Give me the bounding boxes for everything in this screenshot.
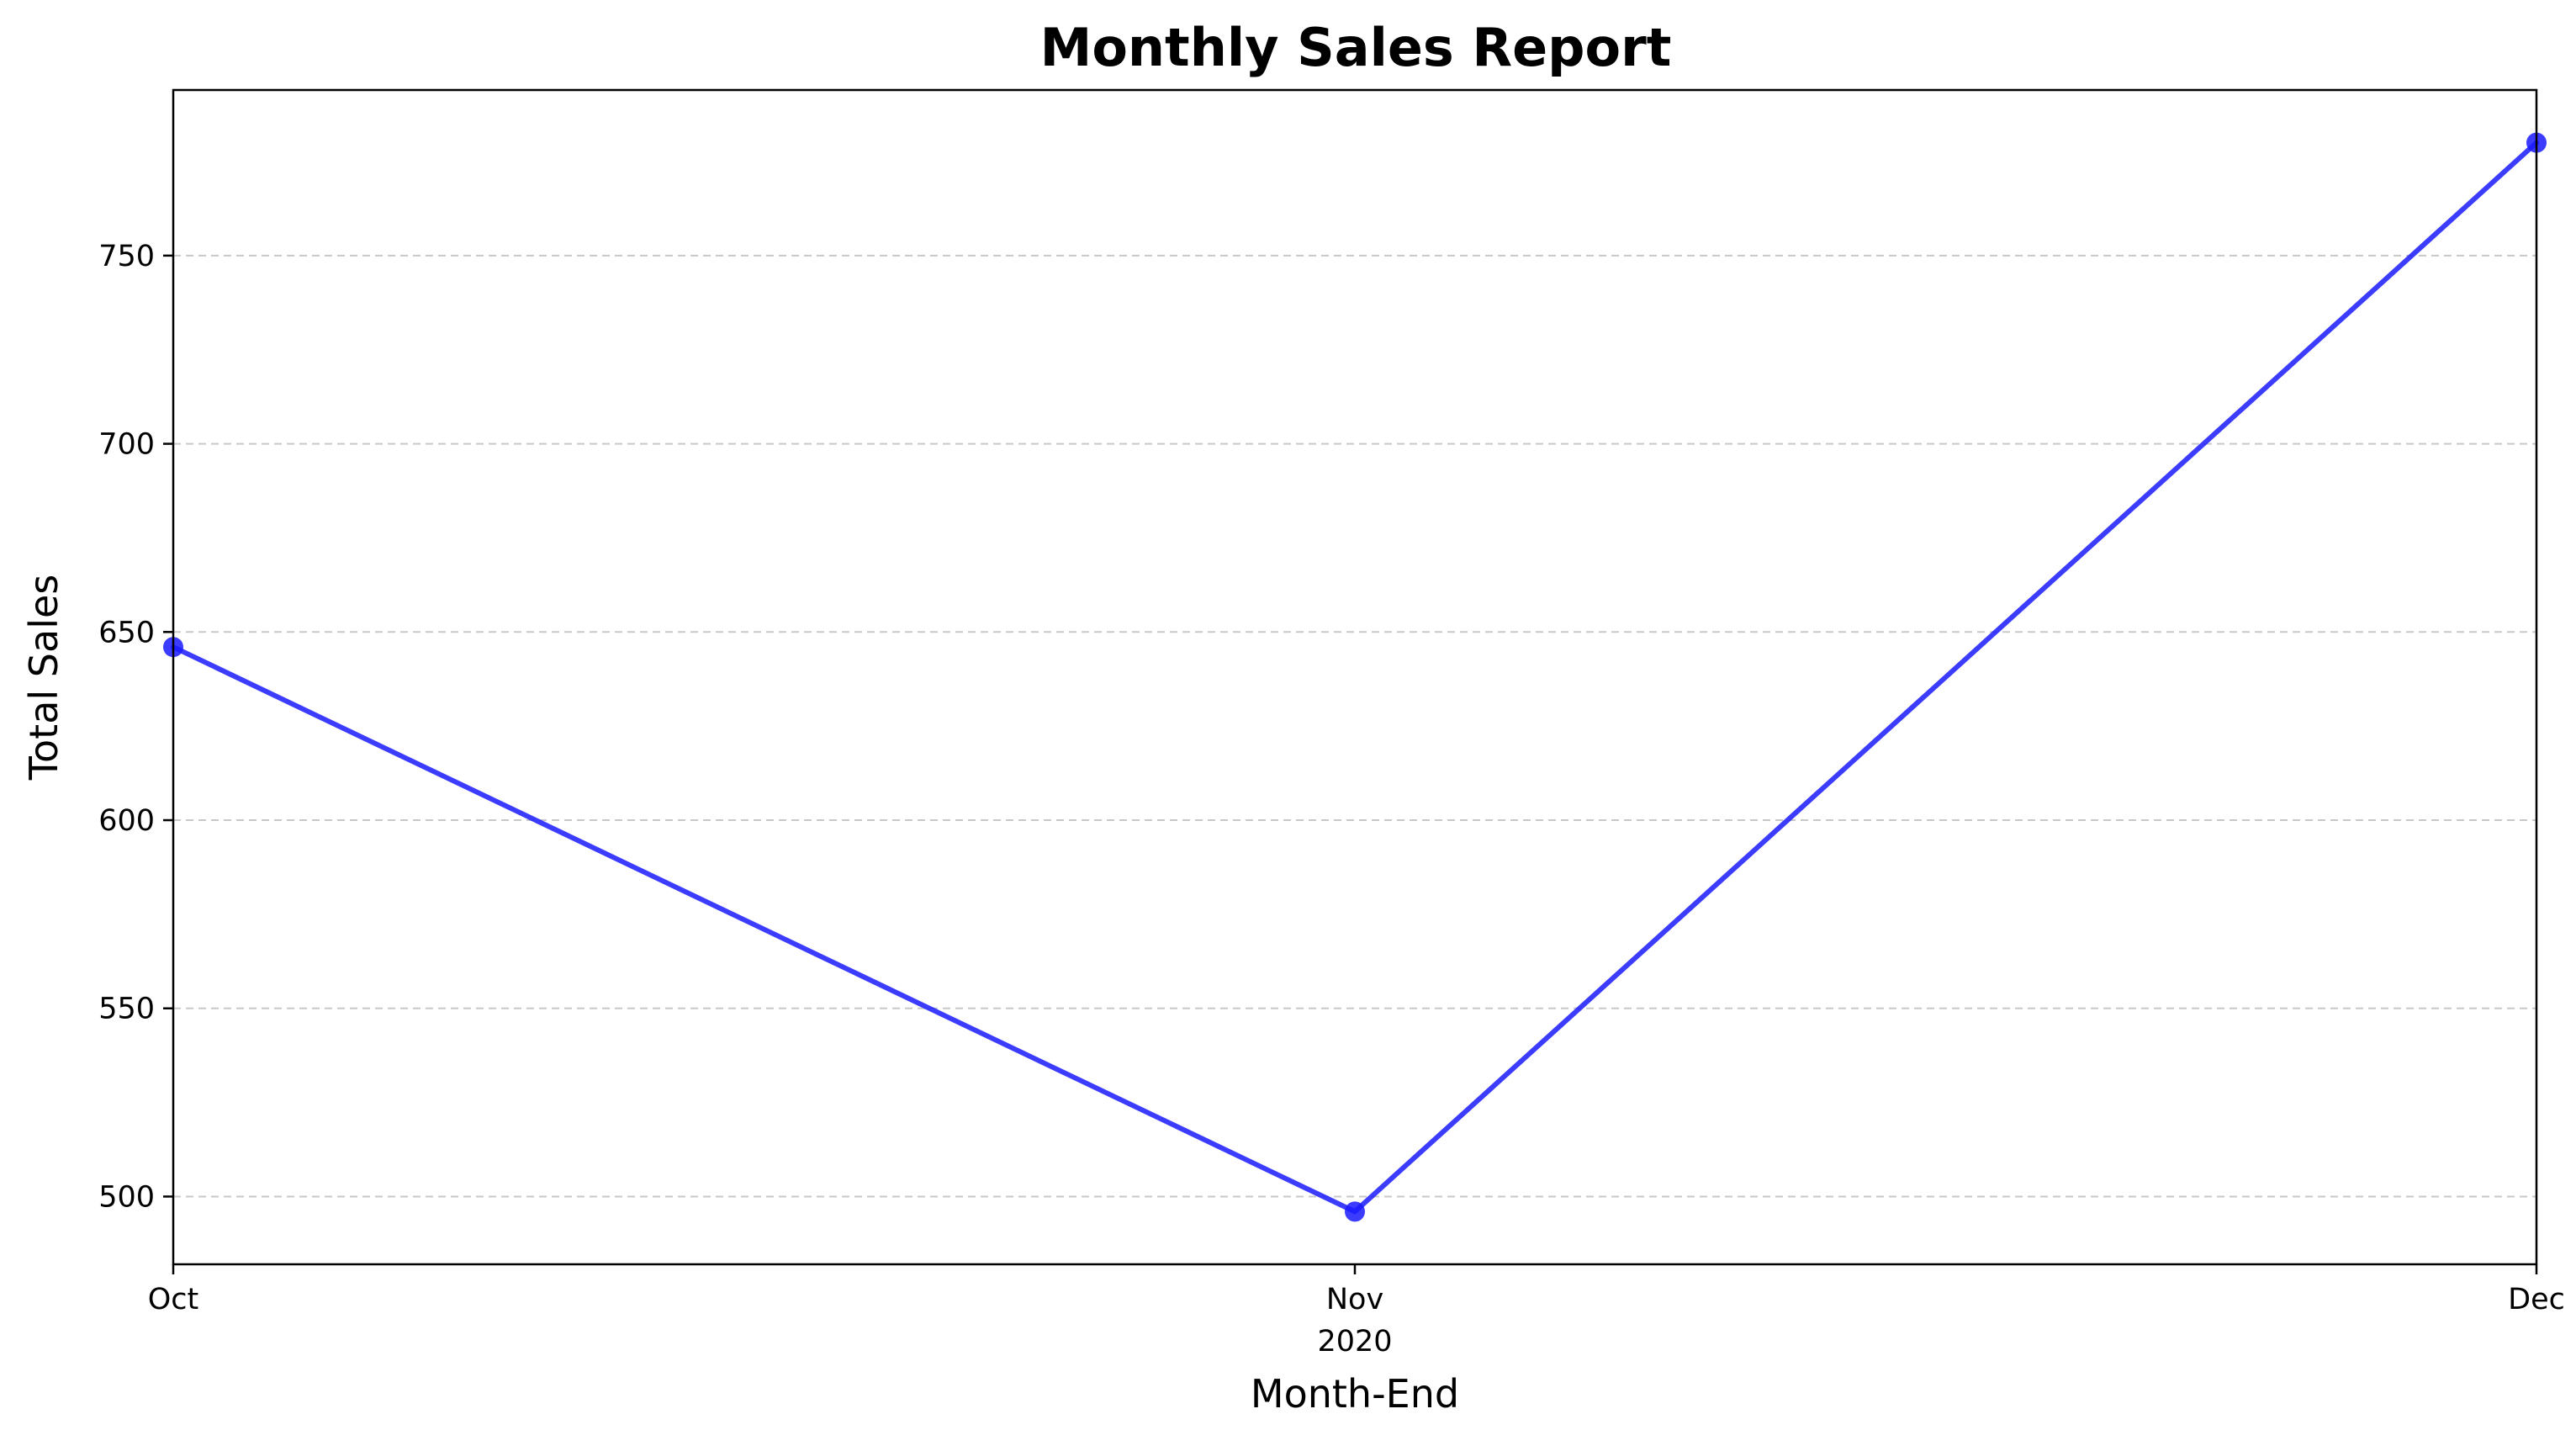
y-tick-label: 750 bbox=[98, 240, 155, 273]
y-tick-label: 600 bbox=[98, 804, 155, 838]
x-axis-label: Month-End bbox=[1251, 1371, 1459, 1417]
x-tick-label: Dec bbox=[2508, 1283, 2565, 1316]
x-axis-year-label: 2020 bbox=[1317, 1325, 1392, 1358]
data-point bbox=[1345, 1201, 1365, 1222]
y-tick-label: 500 bbox=[98, 1180, 155, 1214]
y-tick-label: 700 bbox=[98, 428, 155, 462]
x-tick-label: Nov bbox=[1326, 1283, 1383, 1316]
y-tick-label: 650 bbox=[98, 616, 155, 649]
gridlines bbox=[173, 254, 2536, 1198]
y-axis-label: Total Sales bbox=[21, 575, 66, 781]
plot-frame bbox=[172, 88, 2538, 1266]
series-line bbox=[171, 140, 2539, 1215]
chart-title: Monthly Sales Report bbox=[1040, 17, 1672, 78]
y-axis-ticks: 500 550 600 650 700 750 bbox=[98, 240, 173, 1214]
y-tick-label: 550 bbox=[98, 993, 155, 1026]
x-tick-label: Oct bbox=[148, 1283, 199, 1316]
series-layer bbox=[163, 132, 2547, 1222]
x-axis-ticks: Oct Nov Dec bbox=[148, 1264, 2565, 1316]
